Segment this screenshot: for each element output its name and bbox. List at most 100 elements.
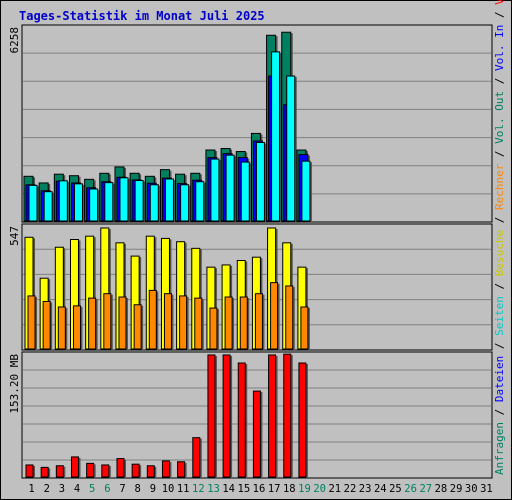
bar-rechner [88, 297, 97, 350]
bar-rechner [285, 285, 294, 350]
bar-volumen [146, 465, 155, 478]
bar-seiten [195, 181, 205, 222]
legend-text: Anfragen / Dateien / Seiten / Besuche / … [493, 0, 506, 475]
x-label: 22 [344, 483, 357, 495]
x-label: 15 [238, 483, 251, 495]
x-label: 27 [419, 483, 432, 495]
bar-rechner [42, 300, 51, 350]
panel-top: 6258 [8, 24, 493, 223]
bar-seiten [73, 183, 83, 222]
legend-entry: / [493, 144, 506, 164]
x-label: 26 [404, 483, 417, 495]
x-label: 11 [177, 483, 190, 495]
bar-seiten [210, 158, 220, 222]
x-label: 7 [119, 483, 125, 495]
bar-volumen [268, 354, 277, 478]
bar-volumen [40, 466, 49, 478]
panel-border [21, 223, 493, 351]
x-label: 19 [298, 483, 311, 495]
x-label: 6 [104, 483, 110, 495]
bar-volumen [207, 354, 216, 478]
x-axis-labels: 1 2 3 4 5 6 7 8 9 10 11 12 13 14 15 16 17 18 19 20 21 22 23 24 2… [28, 483, 492, 495]
x-label: 5 [89, 483, 95, 495]
bar-volumen [298, 362, 307, 478]
bar-seiten [134, 180, 144, 222]
bar-volumen [55, 465, 64, 478]
bar-volumen [116, 458, 125, 478]
x-label: 14 [222, 483, 235, 495]
bar-seiten [240, 161, 250, 222]
y-max-label: 6258 [8, 27, 21, 54]
panel-bottom: 153.20 MB [8, 351, 493, 479]
bar-seiten [89, 188, 99, 222]
x-label: 17 [268, 483, 281, 495]
bar-rechner [72, 305, 81, 350]
x-label: 28 [435, 483, 448, 495]
bar-rechner [163, 293, 172, 350]
x-label: 4 [74, 483, 80, 495]
x-label: 29 [450, 483, 463, 495]
x-label: 24 [374, 483, 387, 495]
bar-rechner [194, 297, 203, 350]
legend-entry: / [493, 336, 506, 356]
legend-entry: Anfragen [493, 422, 506, 475]
bar-rechner [209, 307, 218, 350]
legend-entry: / [493, 5, 506, 25]
x-label: 3 [59, 483, 65, 495]
bar-volumen [161, 460, 170, 478]
panels: 6258 547 153.20 MB [8, 24, 493, 479]
y-max-label: 153.20 MB [8, 354, 21, 414]
x-label: 13 [207, 483, 220, 495]
bar-volumen [237, 362, 246, 478]
x-label: 31 [480, 483, 493, 495]
legend-entry: Vol. In [493, 25, 506, 71]
x-label: 25 [389, 483, 402, 495]
bar-rechner [179, 295, 188, 350]
bar-seiten [164, 178, 174, 222]
bar-seiten [301, 160, 311, 222]
x-label: 10 [162, 483, 175, 495]
bar-seiten [149, 184, 159, 222]
bar-seiten [119, 177, 129, 222]
bar-rechner [148, 289, 157, 350]
bar-seiten [225, 154, 235, 222]
bar-rechner [224, 296, 233, 350]
x-label: 8 [135, 483, 141, 495]
bar-seiten [43, 191, 53, 222]
bar-volumen [283, 353, 292, 478]
bar-volumen [25, 464, 34, 478]
legend-entry: Rechner [493, 163, 506, 210]
bar-rechner [103, 293, 112, 350]
x-label: 20 [313, 483, 326, 495]
x-label: 9 [150, 483, 156, 495]
bar-volumen [177, 461, 186, 478]
bar-seiten [255, 141, 265, 222]
bar-seiten [286, 75, 296, 222]
panel-border [21, 24, 493, 223]
x-label: 18 [283, 483, 296, 495]
bar-volumen [131, 463, 140, 478]
bar-seiten [180, 184, 190, 222]
bar-volumen [70, 456, 79, 478]
y-max-label: 547 [8, 226, 21, 246]
bar-volumen [252, 390, 261, 478]
bar-rechner [27, 295, 36, 350]
x-label: 1 [28, 483, 34, 495]
legend-right: Anfragen / Dateien / Seiten / Besuche / … [493, 0, 506, 475]
bar-rechner [133, 304, 142, 350]
bar-seiten [58, 180, 68, 222]
bar-rechner [239, 296, 248, 350]
bar-volumen [86, 462, 95, 478]
bar-rechner [57, 306, 66, 350]
bar-rechner [118, 296, 127, 350]
panel-middle: 547 [8, 223, 493, 351]
x-label: 23 [359, 483, 372, 495]
bar-volumen [222, 354, 231, 478]
legend-entry: / [493, 276, 506, 296]
chart-title: Tages-Statistik im Monat Juli 2025 [19, 9, 265, 23]
legend-entry: Besuche [493, 230, 506, 276]
legend-entry: / [493, 402, 506, 422]
bar-seiten [28, 184, 38, 222]
